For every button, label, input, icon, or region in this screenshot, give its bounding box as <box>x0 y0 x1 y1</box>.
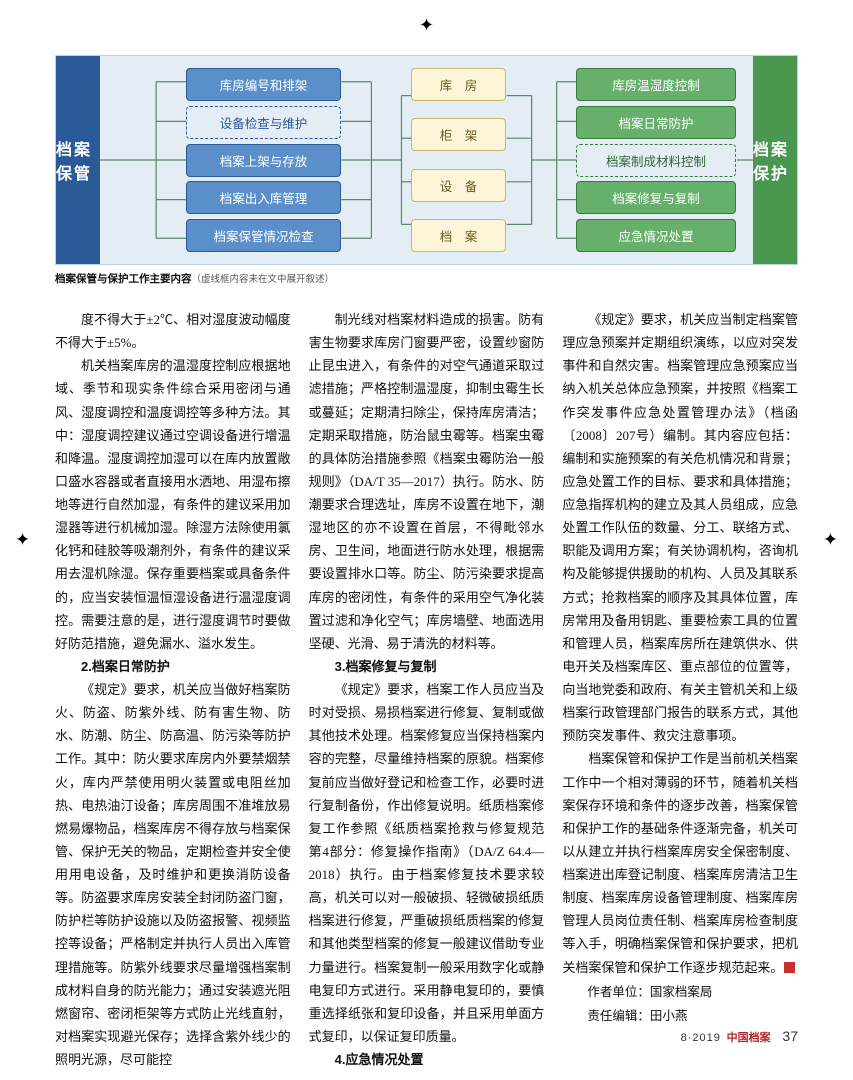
diagram-mid-node: 柜 架 <box>411 118 506 151</box>
diagram-right-node: 档案日常防护 <box>576 106 736 139</box>
diagram-left-title: 档案保管 <box>56 56 100 264</box>
crop-mark-top: ✦ <box>419 15 434 36</box>
page-footer: 8·2019 中国档案 37 <box>681 1028 798 1045</box>
subheading-3: 3.档案修复与复制 <box>309 655 545 678</box>
body-columns: 度不得大于±2℃、相对湿度波动幅度不得大于±5%。 机关档案库房的温湿度控制应根… <box>55 308 798 1071</box>
diagram-mid-node: 设 备 <box>411 169 506 202</box>
paragraph: 制光线对档案材料造成的损害。防有害生物要求库房门窗要严密，设置纱窗防止昆虫进入，… <box>309 308 545 655</box>
flowchart-diagram: 档案保管 档案保护 库房编号和排架设备检查与维护档案上架与存放档案出入库管理档案… <box>55 55 798 265</box>
paragraph: 档案保管和保护工作是当前机关档案工作中一个相对薄弱的环节，随着机关档案保存环境和… <box>562 747 798 978</box>
subheading-2: 2.档案日常防护 <box>55 655 291 678</box>
diagram-left-node: 档案上架与存放 <box>186 144 341 177</box>
crop-mark-right: ✦ <box>823 530 838 551</box>
diagram-left-node: 设备检查与维护 <box>186 106 341 139</box>
diagram-caption: 档案保管与保护工作主要内容（虚线框内容未在文中展开叙述） <box>55 271 798 286</box>
diagram-left-node: 档案出入库管理 <box>186 181 341 214</box>
diagram-right-title: 档案保护 <box>753 56 797 264</box>
paragraph: 机关档案库房的温湿度控制应根据地域、季节和现实条件综合采用密闭与通风、湿度调控和… <box>55 354 291 655</box>
diagram-right-node: 档案修复与复制 <box>576 181 736 214</box>
editor: 责任编辑：田小燕 <box>562 1005 798 1027</box>
crop-mark-left: ✦ <box>15 530 30 551</box>
paragraph: 度不得大于±2℃、相对湿度波动幅度不得大于±5%。 <box>55 308 291 354</box>
paragraph: 《规定》要求，档案工作人员应当及时对受损、易损档案进行修复、复制或做其他技术处理… <box>309 678 545 1048</box>
diagram-right-node: 档案制成材料控制 <box>576 144 736 177</box>
diagram-left-node: 档案保管情况检查 <box>186 219 341 252</box>
diagram-left-node: 库房编号和排架 <box>186 68 341 101</box>
diagram-right-node: 库房温湿度控制 <box>576 68 736 101</box>
subheading-4: 4.应急情况处置 <box>309 1048 545 1071</box>
author-unit: 作者单位：国家档案局 <box>562 981 798 1003</box>
end-mark-icon <box>784 962 795 973</box>
diagram-mid-node: 档 案 <box>411 219 506 252</box>
paragraph: 《规定》要求，机关应当制定档案管理应急预案并定期组织演练，以应对突发事件和自然灾… <box>562 308 798 747</box>
diagram-mid-node: 库 房 <box>411 68 506 101</box>
diagram-right-node: 应急情况处置 <box>576 219 736 252</box>
paragraph: 《规定》要求，机关应当做好档案防火、防盗、防紫外线、防有害生物、防水、防潮、防尘… <box>55 678 291 1071</box>
